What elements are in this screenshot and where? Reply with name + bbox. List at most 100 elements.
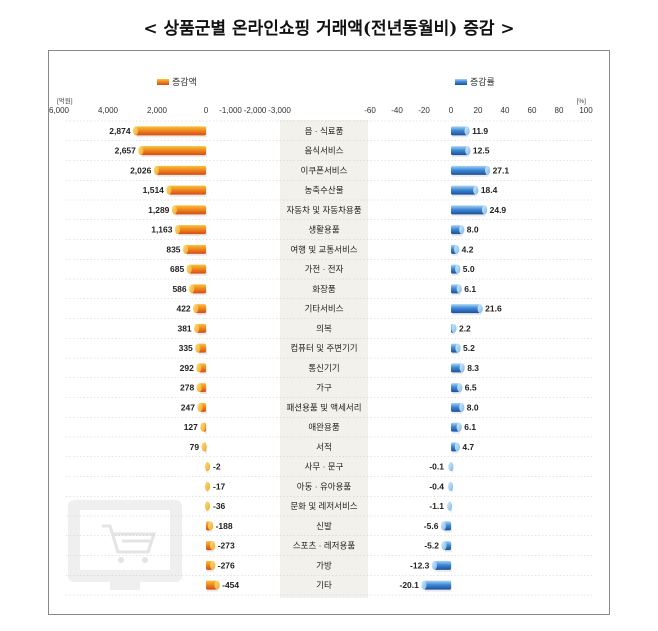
- change-rate-bar-cap: [441, 541, 447, 551]
- change-rate-bar: [451, 304, 483, 316]
- change-amount-label: -188: [216, 521, 233, 531]
- change-amount-bar-body: [168, 185, 206, 195]
- change-amount-label: -2: [213, 462, 221, 472]
- change-rate-bar: [451, 146, 471, 158]
- category-label: 여행 및 교통서비스: [290, 244, 357, 254]
- category-label: 아동 · 유아용품: [297, 481, 352, 491]
- change-rate-bar-cap: [464, 126, 470, 136]
- category-label: 이쿠폰서비스: [301, 165, 348, 175]
- change-amount-bar-cap: [200, 422, 206, 432]
- category-label: 농축수산물: [304, 185, 343, 195]
- change-rate-bar: [451, 126, 470, 138]
- left-axis-tick-label: 0: [204, 106, 209, 115]
- change-amount-bar-cap: [210, 560, 216, 570]
- right-axis: -60 -40 -20 0 20 40 60 80 100: [364, 106, 593, 115]
- monitor-cart-watermark-icon: [68, 500, 182, 590]
- change-rate-bar: [451, 402, 465, 414]
- change-amount-bar-cap: [204, 501, 211, 511]
- change-rate-label: 6.1: [464, 422, 476, 432]
- change-amount-bar-cap: [214, 580, 220, 590]
- change-amount-label: 422: [176, 304, 190, 314]
- change-rate-bar-cap: [421, 580, 427, 590]
- change-rate-bar: [451, 225, 465, 237]
- right-axis-tick-label: 100: [579, 106, 593, 115]
- change-rate-label: 5.2: [463, 343, 475, 353]
- change-rate-bar-cap: [455, 264, 461, 274]
- change-amount-bar: [196, 383, 207, 395]
- change-amount-bar-cap: [208, 521, 214, 531]
- category-label: 사무 · 문구: [305, 462, 344, 472]
- change-rate-label: -0.1: [429, 462, 444, 472]
- change-amount-bar-cap: [197, 402, 203, 412]
- change-amount-label: -273: [218, 541, 235, 551]
- change-amount-bar: [201, 442, 207, 454]
- change-rate-label: 4.2: [462, 244, 474, 254]
- left-axis-tick-label: 2,000: [147, 106, 168, 115]
- category-label: 의복: [316, 323, 332, 333]
- change-rate-bar: [451, 165, 491, 177]
- change-rate-bar-cap: [431, 560, 437, 570]
- change-amount-bar-cap: [132, 126, 139, 136]
- change-amount-bar-cap: [204, 462, 211, 472]
- change-rate-bar: [451, 284, 462, 296]
- change-rate-bar: [441, 541, 452, 553]
- right-axis-tick-label: -20: [418, 106, 430, 115]
- change-amount-bar-body: [174, 205, 206, 215]
- change-amount-bar-cap: [196, 363, 202, 373]
- change-rate-bar-body: [451, 363, 463, 373]
- change-rate-bar-cap: [482, 205, 488, 215]
- change-rate-label: 2.2: [459, 323, 471, 333]
- change-rate-label: 6.5: [465, 383, 477, 393]
- change-rate-bar-cap: [454, 442, 460, 452]
- change-rate-label: 8.3: [467, 363, 479, 373]
- change-rate-bar: [421, 580, 452, 592]
- category-label: 음 · 식료품: [305, 126, 344, 136]
- change-amount-bar-body: [156, 165, 206, 175]
- right-axis-tick-label: 60: [528, 106, 537, 115]
- change-rate-bar-body: [451, 165, 488, 175]
- change-amount-bar: [132, 126, 207, 138]
- category-label: 기타: [316, 580, 332, 590]
- change-amount-bar-cap: [196, 383, 202, 393]
- category-label: 화장품: [312, 284, 336, 294]
- change-amount-bar-body: [185, 244, 206, 254]
- legend-label-change-rate: 증감률: [470, 76, 495, 87]
- change-amount-bar-cap: [138, 146, 144, 156]
- change-rate-label: 21.6: [485, 304, 502, 314]
- change-amount-bar-cap: [153, 165, 159, 175]
- category-label: 통신기기: [308, 363, 339, 373]
- right-axis-tick-label: 0: [449, 106, 454, 115]
- category-label: 애완용품: [308, 422, 339, 432]
- change-amount-bar: [200, 422, 207, 434]
- change-amount-label: -454: [222, 580, 239, 590]
- change-amount-bar: [204, 481, 211, 493]
- right-axis-tick-label: 20: [474, 106, 483, 115]
- change-rate-bar: [451, 442, 460, 454]
- change-rate-bar: [451, 343, 461, 355]
- change-amount-bar: [206, 521, 214, 533]
- change-rate-label: 27.1: [493, 165, 510, 175]
- change-amount-bar: [153, 165, 207, 177]
- change-rate-bar: [446, 501, 453, 513]
- change-rate-bar-cap: [459, 363, 465, 373]
- change-amount-bar: [138, 146, 207, 158]
- category-label: 패션용품 및 액세서리: [286, 402, 361, 412]
- change-rate-series: 11.9 12.527.1 18.4 24.9 8.0 4.2 5.0 6.1 21.6 2.2 5…: [399, 126, 509, 592]
- change-amount-bar: [171, 205, 207, 217]
- change-rate-bar-cap: [459, 402, 465, 412]
- legend-label-change-amount: 증감액: [172, 76, 197, 87]
- change-rate-bar: [451, 323, 457, 335]
- change-amount-bar-body: [135, 126, 206, 136]
- change-amount-bar-cap: [189, 284, 195, 294]
- category-label: 가전 · 전자: [305, 264, 344, 274]
- change-rate-label: 5.0: [463, 264, 475, 274]
- change-rate-label: 6.1: [464, 284, 476, 294]
- change-amount-label: 1,289: [148, 205, 170, 215]
- change-amount-bar-cap: [193, 304, 199, 314]
- change-amount-bar-body: [189, 264, 206, 274]
- change-amount-label: -276: [218, 560, 235, 570]
- change-rate-label: 4.7: [462, 442, 474, 452]
- right-axis-tick-label: -40: [391, 106, 403, 115]
- change-amount-bar-cap: [210, 541, 216, 551]
